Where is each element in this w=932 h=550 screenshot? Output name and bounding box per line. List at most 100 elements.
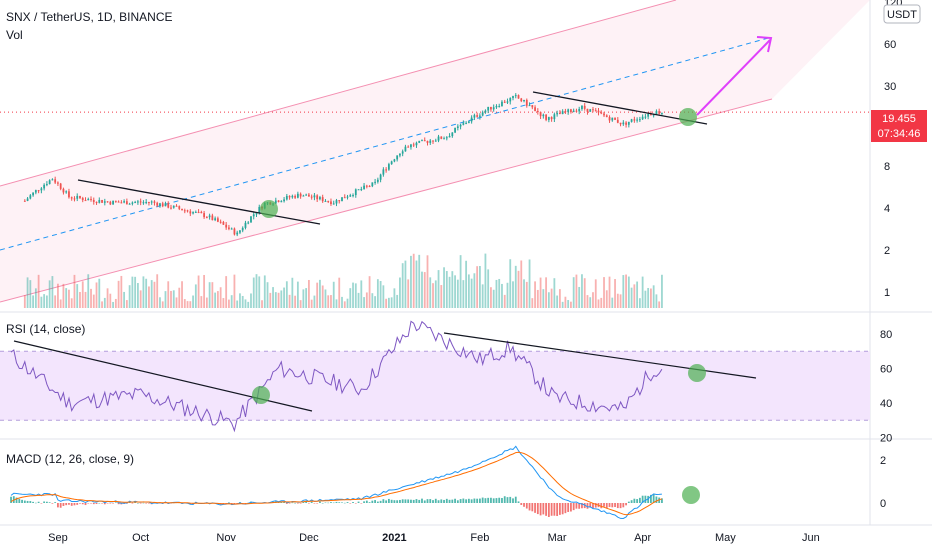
macd-histogram-bar bbox=[291, 502, 294, 504]
volume-bar bbox=[134, 276, 137, 308]
candle-body bbox=[534, 107, 536, 111]
candle-body bbox=[523, 99, 525, 102]
macd-histogram-bar bbox=[536, 503, 539, 515]
macd-histogram-bar bbox=[614, 503, 616, 508]
candle-body bbox=[84, 200, 87, 202]
candle-body bbox=[627, 121, 630, 125]
volume-bar bbox=[310, 299, 313, 308]
macd-histogram-bar bbox=[343, 502, 346, 504]
volume-bar bbox=[534, 281, 536, 308]
volume-bar bbox=[261, 300, 263, 308]
candle-body bbox=[101, 200, 103, 203]
candle-body bbox=[51, 179, 54, 181]
volume-bar bbox=[415, 260, 418, 308]
volume-bar bbox=[451, 271, 454, 308]
volume-bar bbox=[68, 289, 70, 308]
volume-bar bbox=[228, 299, 230, 308]
volume-bar bbox=[382, 285, 385, 308]
candle-body bbox=[57, 182, 59, 184]
macd-histogram-bar bbox=[117, 503, 120, 505]
volume-bar bbox=[432, 283, 434, 308]
candle-body bbox=[341, 197, 343, 202]
candle-body bbox=[553, 114, 556, 120]
time-tick-label: 2021 bbox=[382, 532, 406, 544]
candle-body bbox=[330, 201, 332, 204]
candle-body bbox=[150, 201, 153, 203]
macd-histogram-bar bbox=[423, 500, 426, 503]
channel-upper-line bbox=[0, 0, 677, 187]
time-tick-label: Jun bbox=[802, 532, 820, 544]
volume-bar bbox=[517, 270, 520, 308]
macd-histogram-bar bbox=[37, 501, 40, 503]
volume-bar bbox=[120, 275, 123, 308]
candle-body bbox=[324, 200, 327, 202]
candle-body bbox=[473, 115, 476, 118]
price-tick-label: 60 bbox=[884, 39, 896, 51]
candle-body bbox=[501, 101, 503, 107]
macd-histogram-bar bbox=[137, 502, 139, 504]
volume-bar bbox=[487, 269, 490, 308]
volume-bar bbox=[443, 267, 445, 308]
time-tick-label: Sep bbox=[48, 532, 68, 544]
macd-histogram-bar bbox=[45, 501, 48, 503]
macd-histogram-bar bbox=[396, 500, 399, 503]
macd-histogram-bar bbox=[479, 498, 481, 503]
candle-body bbox=[525, 99, 528, 106]
macd-histogram-bar bbox=[338, 502, 341, 503]
candle-body bbox=[586, 108, 589, 112]
ascending-channel[interactable] bbox=[0, 0, 870, 303]
volume-bar bbox=[465, 260, 468, 308]
volume-bar bbox=[92, 294, 95, 308]
candle-body bbox=[302, 195, 305, 197]
volume-bar bbox=[219, 287, 222, 308]
volume-bar bbox=[117, 280, 120, 308]
candle-body bbox=[592, 109, 594, 111]
volume-bar bbox=[319, 279, 321, 308]
volume-bar bbox=[605, 290, 608, 308]
volume-bar bbox=[308, 279, 310, 308]
volume-bar bbox=[520, 260, 523, 308]
candle-body bbox=[636, 119, 639, 121]
volume-bar bbox=[341, 296, 343, 308]
candle-body bbox=[148, 202, 150, 204]
volume-bar bbox=[470, 278, 473, 308]
macd-histogram-bar bbox=[382, 499, 385, 503]
volume-bar bbox=[98, 278, 101, 308]
candle-body bbox=[233, 228, 236, 235]
volume-bar bbox=[581, 274, 583, 308]
candle-body bbox=[109, 201, 112, 205]
macd-histogram-bar bbox=[550, 503, 553, 516]
volume-bar bbox=[459, 255, 462, 308]
volume-bar bbox=[379, 280, 382, 308]
volume-bar bbox=[76, 284, 79, 308]
volume-bar bbox=[32, 295, 34, 308]
macd-histogram-bar bbox=[98, 502, 101, 504]
volume-bar bbox=[512, 281, 514, 308]
macd-histogram-bar bbox=[525, 503, 528, 509]
volume-bar bbox=[200, 296, 203, 308]
rsi-tick-label: 20 bbox=[880, 433, 892, 445]
volume-bar bbox=[332, 281, 335, 308]
volume-bar bbox=[492, 289, 495, 308]
candle-body bbox=[139, 201, 142, 203]
macd-histogram-bar bbox=[68, 503, 70, 505]
volume-bar bbox=[250, 293, 252, 308]
currency-badge[interactable] bbox=[883, 4, 921, 24]
candle-body bbox=[125, 201, 128, 205]
volume-bar bbox=[252, 277, 255, 308]
trend-drawings[interactable] bbox=[77, 36, 773, 225]
volume-bar bbox=[70, 298, 73, 308]
volume-bar bbox=[368, 276, 371, 308]
macd-histogram-bar bbox=[445, 498, 448, 503]
macd-histogram-bar bbox=[572, 503, 575, 511]
macd-histogram-bar bbox=[440, 499, 443, 503]
candle-body bbox=[454, 127, 456, 133]
volume-bar bbox=[222, 298, 225, 308]
volume-bar bbox=[354, 283, 357, 308]
macd-histogram-bar bbox=[222, 503, 225, 504]
volume-bar bbox=[183, 299, 186, 308]
candle-body bbox=[558, 113, 561, 115]
macd-panel[interactable] bbox=[0, 442, 870, 524]
